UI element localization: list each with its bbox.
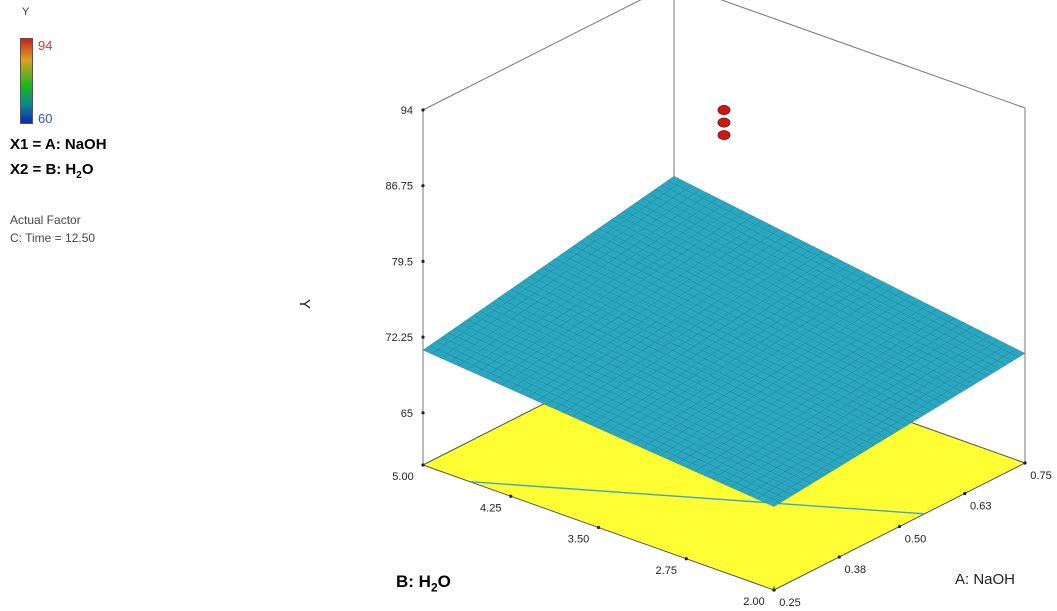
surface-grid-line-a xyxy=(636,202,988,377)
a-tick-label-0: 0.25 xyxy=(779,597,800,609)
surface-grid-line-a xyxy=(642,197,994,373)
surface-grid-line-a xyxy=(604,223,957,396)
surface-grid-line-b xyxy=(466,198,719,370)
surface-grid-line-b xyxy=(501,215,754,386)
z-tick-label-3: 86.75 xyxy=(385,181,413,193)
y-axis-label-suffix: O xyxy=(437,572,451,591)
back-top-edge-left xyxy=(422,0,642,111)
a-tick-mark-3 xyxy=(963,491,967,496)
legend-min-label: 60 xyxy=(38,111,53,126)
surface-grid-line-b xyxy=(510,220,762,390)
x-axis-label: A: NaOH xyxy=(955,571,1015,588)
b-tick-label-1: 2.75 xyxy=(656,565,677,577)
surface-fill xyxy=(423,176,1025,507)
actual-factor-heading: Actual Factor xyxy=(10,213,81,227)
surface-grid-line-a xyxy=(560,254,913,423)
factor-x2-subscript: 2 xyxy=(76,170,82,181)
floor-contour-1 xyxy=(469,480,925,515)
factor-x2-suffix: O xyxy=(81,161,94,178)
surface-grid-line-b xyxy=(572,251,824,417)
surface-grid-line-a xyxy=(648,193,1001,369)
factor-x2-definition: X2 = B: H2O xyxy=(10,161,94,181)
back-top-edge-right xyxy=(720,0,1026,109)
y-axis-label: B: H2O xyxy=(396,572,451,594)
z-tick-mark-4 xyxy=(421,108,425,112)
surface-grid-line-a xyxy=(611,219,963,392)
surface-grid-line-b xyxy=(440,184,692,359)
design-point-2 xyxy=(717,117,731,128)
a-tick-label-4: 0.75 xyxy=(1030,470,1051,482)
z-tick-label-2: 79.5 xyxy=(392,256,413,268)
surface-grid-line-a xyxy=(617,215,969,389)
b-tick-label-2: 3.50 xyxy=(568,534,589,546)
a-tick-mark-4 xyxy=(1023,461,1027,465)
legend-title: Y xyxy=(22,6,30,18)
surface-grid-line-b xyxy=(589,260,841,425)
surface-grid-line-b xyxy=(528,229,780,398)
surface-grid-line-a xyxy=(554,258,906,427)
z-tick-label-1: 72.25 xyxy=(385,332,413,344)
a-tick-label-3: 0.63 xyxy=(970,500,991,512)
surface-grid-line-b xyxy=(475,202,727,374)
z-tick-mark-3 xyxy=(421,184,425,188)
surface-grid-line-a xyxy=(567,249,919,419)
z-tick-mark-2 xyxy=(421,259,425,263)
surface-grid-line-b xyxy=(493,211,745,382)
factor-x2-prefix: X2 = B: H xyxy=(10,161,77,178)
y-axis-label-subscript: 2 xyxy=(430,580,438,595)
surface-grid-line-a xyxy=(629,206,982,381)
a-tick-mark-0 xyxy=(772,588,776,592)
legend-max-label: 94 xyxy=(38,38,53,53)
z-tick-mark-1 xyxy=(421,335,425,339)
b-tick-mark-4 xyxy=(421,463,425,467)
surface-grid-line-a xyxy=(623,210,975,385)
design-point-1 xyxy=(717,130,731,141)
surface-grid-line-b xyxy=(563,246,815,413)
actual-factor-value: C: Time = 12.50 xyxy=(10,231,96,245)
surface-grid-line-a xyxy=(579,241,932,412)
b-tick-mark-1 xyxy=(684,557,688,561)
surface-grid-line-a xyxy=(667,180,1019,358)
surface-grid-line-a xyxy=(592,232,944,404)
a-tick-mark-1 xyxy=(837,555,841,559)
factor-x1-definition: X1 = A: NaOH xyxy=(10,136,107,153)
surface-grid-line-a xyxy=(585,236,938,408)
surface-grid-line-a xyxy=(673,175,1026,354)
surface-grid-line-b xyxy=(545,237,798,406)
b-tick-mark-2 xyxy=(596,525,601,530)
surface-grid-line-a xyxy=(573,245,925,415)
surface-grid-line-b xyxy=(484,206,736,378)
surface-grid-line-b xyxy=(554,242,806,410)
surface-grid-line-a xyxy=(661,184,1013,362)
legend-color-bar xyxy=(20,38,33,124)
b-tick-mark-3 xyxy=(509,494,513,498)
surface-grid-line-b xyxy=(422,175,675,351)
surface-grid-line-b xyxy=(536,233,789,402)
a-tick-label-1: 0.38 xyxy=(845,564,866,576)
b-tick-label-4: 5.00 xyxy=(392,471,413,483)
a-tick-label-2: 0.50 xyxy=(905,534,926,546)
z-tick-label-4: 94 xyxy=(401,105,413,117)
surface-grid-line-a xyxy=(598,228,950,400)
surface-grid-line-b xyxy=(449,189,701,363)
b-tick-label-0: 2.00 xyxy=(743,596,764,608)
surface-grid-line-b xyxy=(431,180,683,355)
surface-grid-line-b xyxy=(519,224,771,394)
z-tick-mark-0 xyxy=(421,411,425,415)
design-point-3 xyxy=(717,105,731,116)
surface-grid-line-b xyxy=(598,264,850,429)
y-axis-label-prefix: B: H xyxy=(396,572,431,591)
z-axis-label: Y xyxy=(296,299,313,309)
b-tick-label-3: 4.25 xyxy=(480,502,501,514)
surface-grid-line-b xyxy=(457,193,710,367)
z-tick-label-0: 65 xyxy=(401,408,413,420)
a-tick-mark-2 xyxy=(897,524,902,529)
response-surface xyxy=(422,175,1026,507)
surface-grid-line-a xyxy=(655,188,1007,366)
color-legend: Y 94 60 X1 = A: NaOH X2 = B: H2O Actual … xyxy=(10,6,270,266)
surface-grid-line-b xyxy=(580,255,833,421)
